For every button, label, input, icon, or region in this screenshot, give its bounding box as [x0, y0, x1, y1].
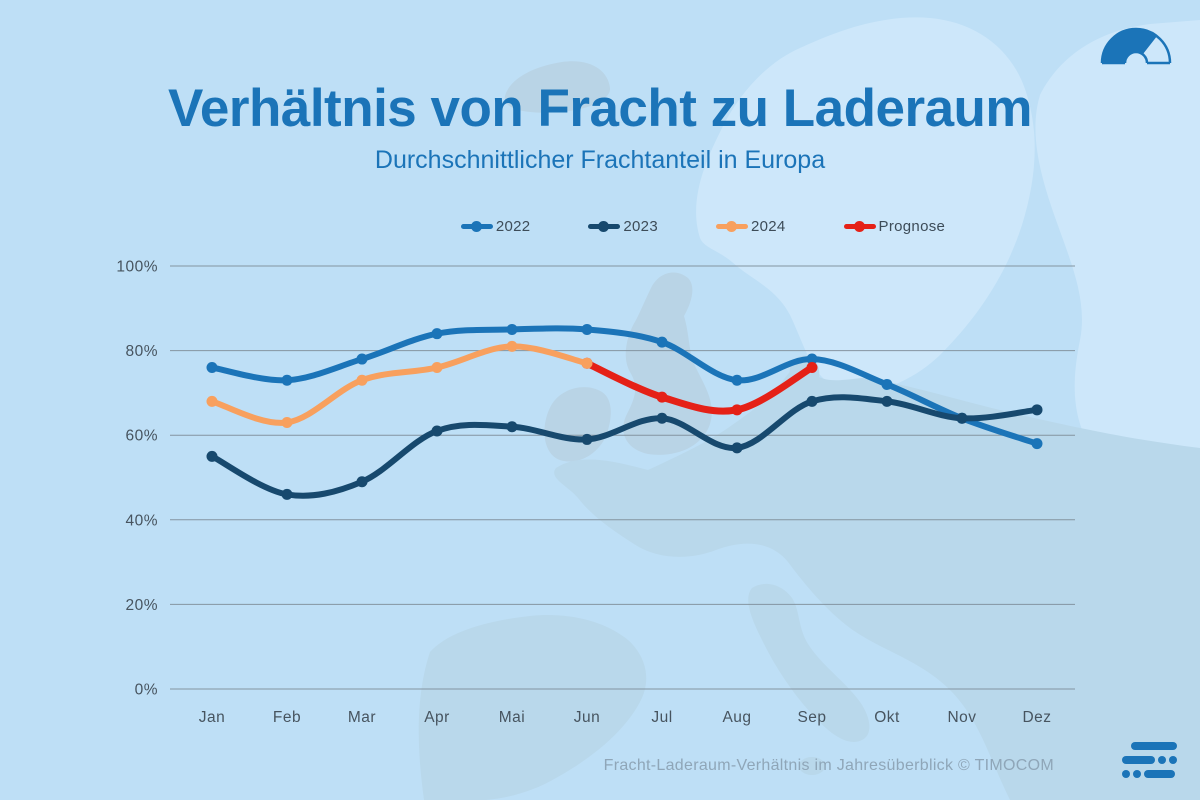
legend-label: 2024	[750, 218, 786, 235]
data-point-2022	[731, 374, 743, 386]
data-point-Prognose	[731, 404, 743, 416]
data-point-2022	[431, 328, 443, 340]
legend-label: Prognose	[878, 218, 946, 235]
series-line-2024	[209, 343, 590, 426]
legend-marker-icon	[843, 220, 876, 233]
y-tick-label: 80%	[125, 343, 158, 360]
legend-item-prognose: Prognose	[843, 218, 946, 235]
data-point-2024	[356, 374, 368, 386]
y-tick-label: 100%	[116, 259, 158, 276]
gauge-logo	[1096, 24, 1176, 66]
data-point-2023	[206, 450, 218, 462]
data-point-2022	[206, 362, 218, 374]
data-point-2024	[281, 417, 293, 429]
series-line-Prognose	[583, 359, 816, 415]
legend-item-2024: 2024	[715, 218, 786, 235]
x-tick-label: Jan	[199, 709, 226, 726]
timocom-logo-row	[1122, 742, 1184, 750]
x-tick-label: Jul	[651, 709, 672, 726]
data-point-2022	[581, 323, 593, 335]
data-point-2023	[956, 412, 968, 424]
y-tick-label: 0%	[135, 682, 158, 699]
x-tick-label: Sep	[797, 709, 826, 726]
x-tick-label: Jun	[574, 709, 601, 726]
timocom-logo	[1122, 742, 1184, 778]
y-tick-label: 40%	[125, 512, 158, 529]
legend-item-2022: 2022	[460, 218, 531, 235]
x-tick-label: Aug	[722, 709, 751, 726]
data-point-2024	[431, 362, 443, 374]
data-point-2024	[206, 395, 218, 407]
legend-marker-icon	[460, 220, 493, 233]
data-point-2024	[581, 357, 593, 369]
y-tick-label: 20%	[125, 597, 158, 614]
data-point-2022	[881, 378, 893, 390]
data-point-2023	[731, 442, 743, 454]
data-point-2024	[506, 340, 518, 352]
legend-marker-icon	[715, 220, 748, 233]
data-point-2023	[656, 412, 668, 424]
data-point-2023	[281, 488, 293, 500]
legend-item-2023: 2023	[588, 218, 658, 235]
x-tick-label: Mai	[499, 709, 525, 726]
x-tick-label: Feb	[273, 709, 301, 726]
timocom-logo-row	[1122, 756, 1184, 764]
data-point-2023	[806, 395, 818, 407]
data-point-2023	[581, 433, 593, 445]
x-tick-label: Okt	[874, 709, 900, 726]
data-point-2022	[506, 323, 518, 335]
series-line-2023	[209, 394, 1040, 499]
legend-label: 2023	[623, 218, 658, 235]
data-point-2023	[356, 476, 368, 488]
legend-marker-icon	[588, 220, 621, 233]
x-tick-label: Apr	[424, 709, 450, 726]
data-point-2022	[356, 353, 368, 365]
timocom-logo-row	[1122, 770, 1184, 778]
data-point-Prognose	[656, 391, 668, 403]
x-tick-label: Dez	[1022, 709, 1051, 726]
data-point-Prognose	[806, 362, 818, 374]
x-tick-label: Mar	[348, 709, 376, 726]
chart-legend: 2022 2023 2024 Prognose	[206, 218, 1200, 235]
legend-label: 2022	[495, 218, 531, 235]
data-point-2022	[1031, 438, 1043, 450]
footer-caption: Fracht-Laderaum-Verhältnis im Jahresüber…	[603, 757, 1054, 774]
data-point-2022	[806, 353, 818, 365]
y-tick-label: 60%	[125, 428, 158, 445]
page-subtitle: Durchschnittlicher Frachtanteil in Europ…	[374, 146, 826, 174]
data-point-2022	[656, 336, 668, 348]
data-point-2022	[281, 374, 293, 386]
data-point-2023	[506, 421, 518, 433]
page-title: Verhältnis von Fracht zu Laderaum	[167, 79, 1033, 138]
x-tick-label: Nov	[947, 709, 976, 726]
data-point-2023	[881, 395, 893, 407]
data-point-2023	[1031, 404, 1043, 416]
data-point-2023	[431, 425, 443, 437]
